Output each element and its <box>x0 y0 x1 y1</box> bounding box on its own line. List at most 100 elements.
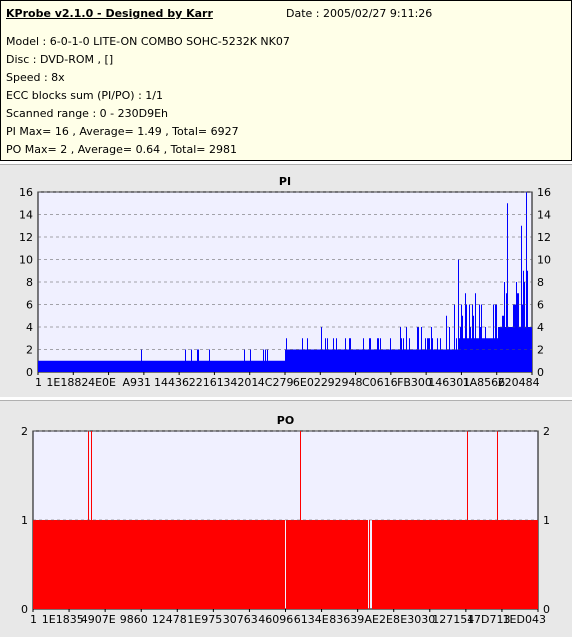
chart-bar <box>320 520 321 609</box>
chart-bar <box>125 520 126 609</box>
chart-bar <box>154 520 155 609</box>
chart-bar <box>270 360 271 372</box>
chart-bar <box>241 520 242 609</box>
chart-bar <box>325 338 326 372</box>
chart-bar <box>138 520 139 609</box>
chart-bar <box>298 349 299 372</box>
chart-bar <box>206 520 207 609</box>
chart-bar <box>381 520 382 609</box>
chart-bar <box>335 520 336 609</box>
chart-bar <box>465 520 466 609</box>
chart-bar <box>230 360 231 372</box>
chart-bar <box>516 282 517 372</box>
chart-bar <box>474 520 475 609</box>
chart-bar <box>262 520 263 609</box>
chart-bar <box>399 520 400 609</box>
chart-bar <box>86 520 87 609</box>
chart-bar <box>70 520 71 609</box>
chart-bar <box>350 520 351 609</box>
chart-bar <box>299 520 300 609</box>
chart-bar <box>430 349 431 372</box>
chart-bar <box>394 349 395 372</box>
chart-bar <box>385 349 386 372</box>
chart-bar <box>54 520 55 609</box>
chart-bar <box>331 349 332 372</box>
chart-bar <box>461 304 462 372</box>
chart-bar <box>320 349 321 372</box>
chart-bar <box>237 360 238 372</box>
chart-bar <box>67 520 68 609</box>
chart-bar <box>340 520 341 609</box>
chart-bar <box>145 360 146 372</box>
chart-bar <box>286 338 287 372</box>
chart-bar <box>81 360 82 372</box>
chart-bar <box>535 520 536 609</box>
chart-bar <box>180 360 181 372</box>
chart-bar <box>284 520 285 609</box>
chart-bar <box>99 520 100 609</box>
chart-bar <box>298 520 299 609</box>
chart-bar <box>536 520 537 609</box>
chart-bar <box>485 327 486 372</box>
chart-bar <box>395 520 396 609</box>
chart-bar <box>196 360 197 372</box>
chart-bar <box>514 304 515 372</box>
chart-bar <box>356 349 357 372</box>
chart-bar <box>263 520 264 609</box>
chart-bar <box>212 360 213 372</box>
chart-bar <box>266 520 267 609</box>
chart-bar <box>98 360 99 372</box>
chart-bar <box>394 520 395 609</box>
chart-bar <box>136 520 137 609</box>
chart-bar <box>46 360 47 372</box>
chart-bar <box>398 349 399 372</box>
x-tick-label: 220484 <box>498 376 540 389</box>
chart-bar <box>522 304 523 372</box>
chart-bar <box>332 349 333 372</box>
chart-bar <box>405 349 406 372</box>
chart-bar <box>303 520 304 609</box>
chart-bar <box>133 520 134 609</box>
chart-bar <box>466 304 467 372</box>
chart-bar <box>222 360 223 372</box>
chart-bar <box>495 520 496 609</box>
chart-bar <box>46 520 47 609</box>
y-tick-label-left: 4 <box>26 321 33 334</box>
scan-date: Date : 2005/02/27 9:11:26 <box>286 7 433 20</box>
chart-bar <box>404 349 405 372</box>
chart-bar <box>468 338 469 372</box>
chart-bar <box>494 338 495 372</box>
chart-bar <box>208 360 209 372</box>
chart-bar <box>496 520 497 609</box>
chart-bar <box>161 520 162 609</box>
chart-bar <box>501 520 502 609</box>
chart-bar <box>420 520 421 609</box>
chart-bar <box>521 520 522 609</box>
chart-bar <box>194 520 195 609</box>
chart-bar <box>470 520 471 609</box>
chart-bar <box>492 520 493 609</box>
chart-bar <box>381 349 382 372</box>
chart-bar <box>167 360 168 372</box>
chart-bar <box>83 360 84 372</box>
chart-bar <box>407 520 408 609</box>
chart-bar <box>463 338 464 372</box>
chart-bar <box>216 520 217 609</box>
chart-bar <box>443 349 444 372</box>
chart-bar <box>442 520 443 609</box>
chart-bar <box>502 520 503 609</box>
chart-bar <box>431 520 432 609</box>
chart-bar <box>461 520 462 609</box>
chart-bar <box>489 338 490 372</box>
chart-bar <box>469 520 470 609</box>
chart-bar <box>294 349 295 372</box>
chart-bar <box>232 360 233 372</box>
chart-bar <box>185 520 186 609</box>
chart-bar <box>68 520 69 609</box>
chart-bar <box>399 349 400 372</box>
y-tick-label-left: 16 <box>19 186 33 199</box>
chart-bar <box>127 520 128 609</box>
chart-bar <box>533 520 534 609</box>
chart-bar <box>242 520 243 609</box>
chart-bar <box>292 349 293 372</box>
